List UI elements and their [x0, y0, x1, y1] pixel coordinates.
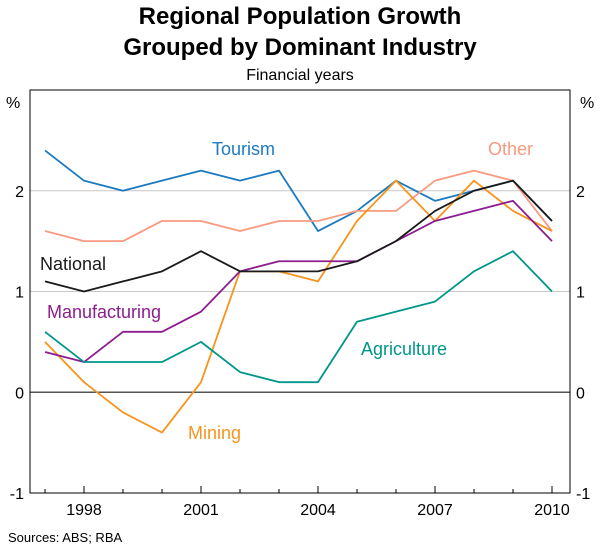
series-label-national: National: [40, 254, 106, 274]
series-line-manufacturing: [44, 199, 553, 363]
chart-subtitle: Financial years: [246, 67, 354, 84]
y-axis-unit-right: %: [580, 95, 594, 112]
series-line-mining: [44, 179, 553, 434]
y-tick-label-right: -1: [576, 486, 590, 503]
y-tick-label-right: 0: [576, 385, 585, 402]
series-line-other: [44, 169, 553, 243]
source-note: Sources: ABS; RBA: [8, 530, 122, 545]
y-axis-unit-left: %: [6, 95, 20, 112]
series-line-tourism: [44, 149, 553, 232]
series-line-agriculture: [44, 250, 553, 384]
series-label-manufacturing: Manufacturing: [47, 302, 161, 322]
chart-title-line2: Grouped by Dominant Industry: [123, 34, 477, 61]
x-tick-label: 2004: [300, 502, 336, 519]
x-tick-label: 1998: [66, 502, 102, 519]
chart-title-line1: Regional Population Growth: [139, 3, 462, 30]
series-label-mining: Mining: [188, 423, 241, 443]
y-tick-label-left: 1: [15, 285, 24, 302]
y-tick-label-right: 2: [576, 184, 585, 201]
y-tick-label-left: 0: [15, 385, 24, 402]
series-label-agriculture: Agriculture: [361, 339, 447, 359]
x-tick-label: 2010: [534, 502, 570, 519]
y-tick-label-left: -1: [10, 486, 24, 503]
y-tick-label-right: 1: [576, 285, 585, 302]
plot-frame: [29, 89, 571, 494]
y-tick-label-left: 2: [15, 184, 24, 201]
series-label-other: Other: [488, 139, 533, 159]
x-tick-label: 2001: [183, 502, 219, 519]
series-label-tourism: Tourism: [212, 139, 275, 159]
series-line-national: [44, 179, 553, 293]
x-tick-label: 2007: [417, 502, 453, 519]
